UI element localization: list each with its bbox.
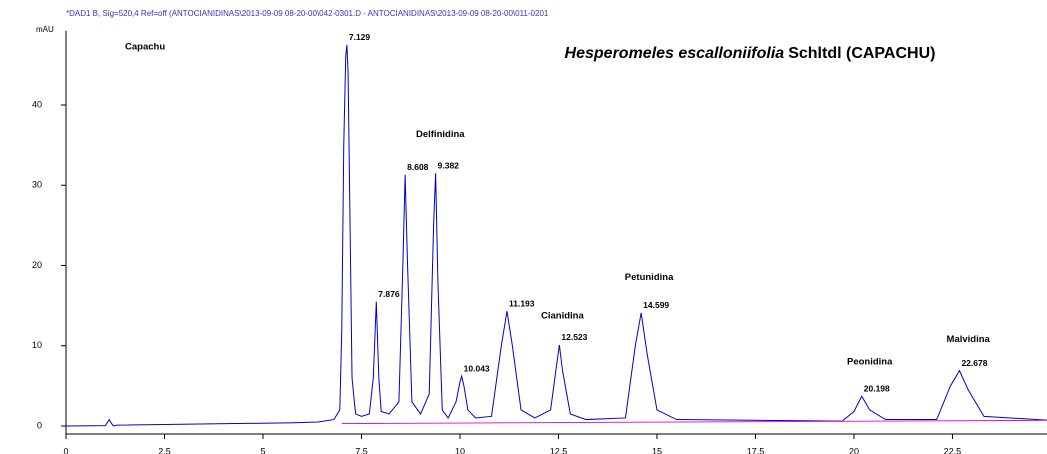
peak-label: 8.608 [407, 162, 429, 172]
y-tick-label: 20 [32, 260, 42, 270]
compound-label: Peonidina [847, 356, 893, 367]
compound-label: Petunidina [625, 272, 674, 283]
chart-title: Hesperomeles escalloniifolia Schltdl (CAP… [565, 45, 936, 62]
subtitle: Capachu [125, 42, 165, 53]
x-tick-label: 0 [63, 446, 68, 454]
x-tick-label: 15 [652, 446, 662, 454]
peak-label: 22.678 [961, 358, 987, 368]
peak-label: 9.382 [438, 160, 460, 170]
peak-label: 7.876 [378, 289, 400, 299]
peak-label: 14.599 [643, 300, 669, 310]
y-tick-label: 40 [32, 99, 42, 109]
y-axis-label: mAU [36, 25, 54, 34]
x-tick-label: 2.5 [158, 446, 171, 454]
title-rest: Schltdl (CAPACHU) [788, 45, 935, 62]
trace [65, 44, 1047, 427]
compound-label: Delfinidina [416, 129, 465, 140]
x-tick-label: 10 [455, 446, 465, 454]
header: *DAD1 B, Sig=520,4 Ref=off (ANTOCIANIDIN… [66, 9, 549, 18]
x-tick-label: 17.5 [747, 446, 765, 454]
compound-label: Malvidina [947, 334, 991, 345]
x-tick-label: 12.5 [550, 446, 568, 454]
y-tick-label: 0 [37, 420, 42, 430]
x-tick-label: 22.5 [944, 446, 962, 454]
peak-label: 20.198 [864, 384, 890, 394]
x-tick-label: 20 [849, 446, 859, 454]
peak-label: 10.043 [464, 363, 490, 373]
y-tick-label: 30 [32, 180, 42, 190]
baseline [341, 419, 1047, 425]
compound-label: Cianidina [541, 311, 584, 322]
peak-label: 11.193 [509, 298, 535, 308]
title-italic: Hesperomeles escalloniifolia [565, 45, 785, 62]
x-tick-label: 7.5 [355, 446, 368, 454]
x-tick-label: 5 [260, 446, 265, 454]
peak-label: 12.523 [561, 332, 587, 342]
peak-label: 7.129 [349, 32, 371, 42]
y-tick-label: 10 [32, 340, 42, 350]
